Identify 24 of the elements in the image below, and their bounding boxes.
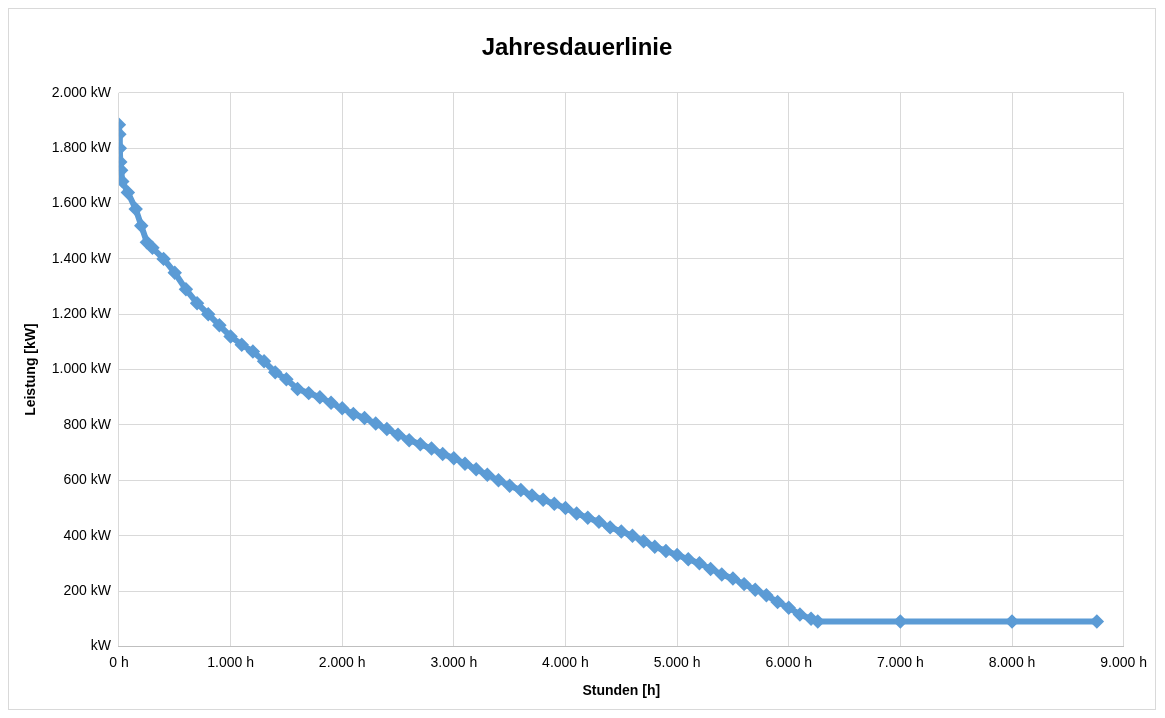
y-tick-label: 600 kW [63, 471, 112, 488]
x-tick-label: 2.000 h [318, 653, 366, 670]
x-tick-label: 8.000 h [988, 653, 1036, 670]
y-tick-label: 800 kW [63, 415, 112, 432]
x-tick-label: 1.000 h [207, 653, 254, 670]
y-tick-label: 1.000 kW [51, 360, 112, 377]
x-tick-label: 5.000 h [653, 653, 701, 670]
y-tick-label: 2.000 kW [51, 83, 112, 100]
x-axis-title: Stunden [h] [582, 682, 661, 699]
y-tick-label: 400 kW [63, 526, 112, 543]
x-tick-label: 6.000 h [765, 653, 813, 670]
x-tick-label: 4.000 h [542, 653, 589, 670]
y-tick-label: 1.200 kW [51, 305, 112, 322]
y-tick-label: kW [90, 637, 112, 654]
y-tick-label: 1.800 kW [51, 139, 112, 156]
x-tick-label: 3.000 h [430, 653, 478, 670]
chart-title: Jahresdauerlinie [481, 33, 673, 61]
x-tick-label: 0 h [109, 653, 129, 670]
y-tick-label: 1.600 kW [51, 194, 112, 211]
y-axis-title: Leistung [kW] [22, 323, 39, 416]
y-tick-label: 1.400 kW [51, 249, 112, 266]
x-tick-label: 9.000 h [1100, 653, 1147, 670]
y-tick-label: 200 kW [63, 581, 112, 598]
x-tick-label: 7.000 h [877, 653, 924, 670]
